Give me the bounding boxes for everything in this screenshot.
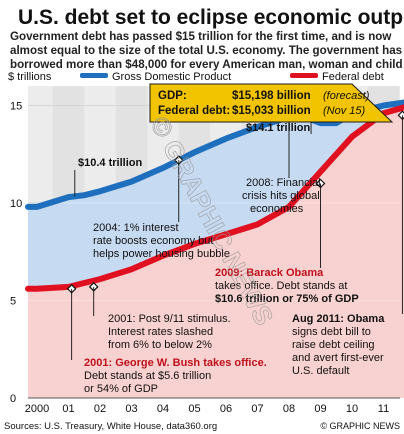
annotation-stimulus-1: 2001: Post 9/11 stimulus. (108, 313, 231, 325)
y-tick-label: 5 (10, 296, 16, 308)
annotation-bush-3: or 54% of GDP (84, 383, 158, 395)
annotation-aug2011-1: Aug 2011: Obama (292, 313, 385, 325)
annotation-stimulus-2: Interest rates slashed (108, 326, 213, 338)
y-tick-label: 0 (10, 393, 16, 405)
annotation-rate-3: helps power housing bubble (93, 248, 230, 260)
subtitle-line-1: Government debt has passed $15 trillion … (10, 30, 392, 43)
x-tick-label: 02 (94, 403, 106, 415)
debt-area (28, 107, 404, 398)
callout-gdp-note: (forecast) (323, 90, 370, 102)
annotation-obama-2: takes office. Debt stands at (215, 280, 347, 292)
legend-gdp-label: Gross Domestic Product (112, 71, 231, 83)
callout-gdp-value: $15,198 billion (232, 90, 311, 102)
x-tick-label: 06 (220, 403, 232, 415)
annotation-rate-2: rate boosts economy but (93, 235, 213, 247)
y-tick-label: 10 (10, 198, 22, 210)
x-tick-label: 09 (314, 403, 326, 415)
legend-gdp-swatch (80, 73, 108, 78)
legend-debt-label: Federal debt (322, 71, 384, 83)
annotation-aug2011-5: U.S. default (292, 365, 349, 377)
annotations: $10.4 trillion $14.1 trillion 2008: Fina… (78, 122, 385, 395)
callout-debt-value: $15,033 billion (232, 105, 311, 117)
annotation-rate-1: 2004: 1% interest (93, 222, 179, 234)
annotation-gdp-2001: $10.4 trillion (78, 157, 142, 169)
debt-series-line (25, 104, 404, 292)
annotation-aug2011-3: raise debt ceiling (292, 339, 375, 351)
unit-label: $ trillions (8, 71, 52, 83)
callout-box (149, 83, 394, 123)
y-tick-label: 15 (10, 101, 22, 113)
x-tick-label: 07 (251, 403, 263, 415)
x-tick-label: 11 (378, 403, 389, 415)
x-tick-label: 04 (157, 403, 169, 415)
gdp-area (28, 102, 404, 289)
x-tick-label: 01 (62, 403, 74, 415)
x-tick-label: 03 (125, 403, 137, 415)
x-tick-label: 2000 (25, 403, 49, 415)
source-text: Sources: U.S. Treasury, White House, dat… (4, 421, 217, 432)
credit-text: © GRAPHIC NEWS (320, 421, 400, 431)
annotation-obama-3: $10.6 trillion or 75% of GDP (215, 293, 359, 305)
annotation-gdp-2008: $14.1 trillion (246, 122, 310, 134)
subtitle-line-3: borrowed more than $48,000 for every Ame… (10, 58, 403, 71)
annotation-bush-2: Debt stands at $5.6 trillion (84, 370, 211, 382)
callout-debt-note: (Nov 15) (323, 105, 366, 117)
annotation-bush-1: 2001: George W. Bush takes office. (84, 357, 267, 369)
x-tick-label: 05 (188, 403, 200, 415)
annotation-obama-1: 2009: Barack Obama (215, 267, 324, 279)
x-tick-label: 10 (346, 403, 358, 415)
callout-gdp-label: GDP: (158, 90, 187, 102)
legend-debt-swatch (290, 73, 318, 78)
chart-title: U.S. debt set to eclipse economic output (18, 6, 404, 29)
annotation-aug2011-4: and avert first-ever (292, 352, 384, 364)
annotation-crisis-1: 2008: Financial (246, 177, 321, 189)
values-callout: GDP: $15,198 billion (forecast) Federal … (149, 83, 394, 123)
annotation-aug2011-2: signs debt bill to (292, 326, 371, 338)
annotation-crisis-3: economies (250, 203, 304, 215)
callout-debt-label: Federal debt: (158, 105, 230, 117)
annotation-stimulus-3: from 6% to below 2% (108, 339, 212, 351)
subtitle-line-2: almost equal to the size of the total U.… (10, 44, 402, 57)
x-tick-label: 08 (283, 403, 295, 415)
annotation-crisis-2: crisis hits global (242, 190, 320, 202)
